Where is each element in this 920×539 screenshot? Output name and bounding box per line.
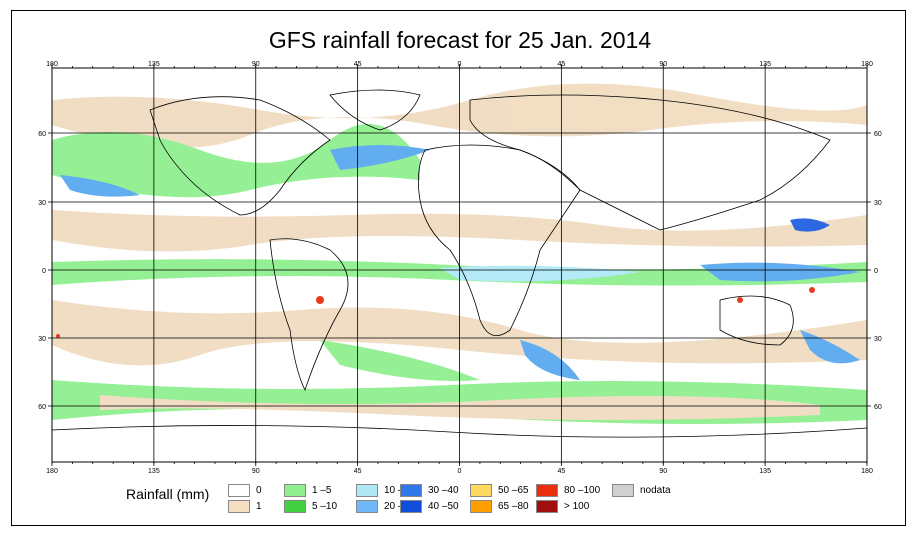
legend-swatch [400, 500, 422, 513]
lat-label-right: 30 [874, 336, 882, 343]
legend-label: 40 –50 [428, 501, 459, 512]
legend-swatch [470, 500, 492, 513]
legend-label: 0 [256, 485, 262, 496]
lon-label-bottom: 180 [46, 468, 58, 475]
lon-label-bottom: 135 [759, 468, 771, 475]
lon-label-bottom: 45 [354, 468, 362, 475]
lon-label-bottom: 45 [557, 468, 565, 475]
legend-label: 1 –5 [312, 485, 332, 496]
legend-swatch [470, 484, 492, 497]
graticule [52, 68, 867, 462]
lat-label-left: 30 [38, 336, 46, 343]
lat-label-right: 30 [874, 200, 882, 207]
legend-swatch [536, 500, 558, 513]
lon-label-bottom: 0 [458, 468, 462, 475]
legend-label: 5 –10 [312, 501, 338, 512]
lon-label-top: 45 [354, 61, 362, 68]
legend-swatch [400, 484, 422, 497]
lon-label-top: 180 [46, 61, 58, 68]
legend-label: nodata [640, 485, 671, 496]
right-latitude-labels: 60 30 0 30 60 [874, 131, 882, 411]
legend-label: 1 [256, 501, 262, 512]
legend-swatch [228, 500, 250, 513]
top-longitude-labels: 180 135 90 45 0 45 90 135 180 [46, 61, 873, 68]
bottom-longitude-labels: 180 135 90 45 0 45 90 135 180 [46, 468, 873, 475]
map-title: GFS rainfall forecast for 25 Jan. 2014 [268, 27, 652, 53]
lat-label-left: 60 [38, 404, 46, 411]
legend-label: 50 –65 [498, 485, 529, 496]
lon-label-top: 45 [557, 61, 565, 68]
lon-label-bottom: 180 [861, 468, 873, 475]
legend-swatch [284, 484, 306, 497]
lat-label-left: 30 [38, 200, 46, 207]
legend-label: 30 –40 [428, 485, 459, 496]
lon-label-top: 90 [252, 61, 260, 68]
legend-label: > 100 [564, 501, 590, 512]
lon-label-top: 90 [659, 61, 667, 68]
legend-title: Rainfall (mm) [126, 486, 210, 502]
legend-label: 20 –30 [384, 501, 415, 512]
lat-label-right: 0 [874, 268, 878, 275]
legend-swatch [536, 484, 558, 497]
lon-label-top: 180 [861, 61, 873, 68]
legend-swatch [284, 500, 306, 513]
lat-label-left: 60 [38, 131, 46, 138]
lat-label-right: 60 [874, 131, 882, 138]
lat-label-right: 60 [874, 404, 882, 411]
lon-label-top: 135 [759, 61, 771, 68]
lon-label-bottom: 90 [252, 468, 260, 475]
legend-label: 65 –80 [498, 501, 529, 512]
map-ticks [48, 64, 871, 466]
legend-label: 80 –100 [564, 485, 601, 496]
lon-label-bottom: 90 [659, 468, 667, 475]
lon-label-top: 135 [148, 61, 160, 68]
legend-swatch [228, 484, 250, 497]
legend-swatch [356, 484, 378, 497]
legend-swatch [612, 484, 634, 497]
legend-swatch [356, 500, 378, 513]
lat-label-left: 0 [42, 268, 46, 275]
legend-label: 10 –20 [384, 485, 415, 496]
lon-label-top: 0 [458, 61, 462, 68]
left-latitude-labels: 60 30 0 30 60 [38, 131, 46, 411]
lon-label-bottom: 135 [148, 468, 160, 475]
